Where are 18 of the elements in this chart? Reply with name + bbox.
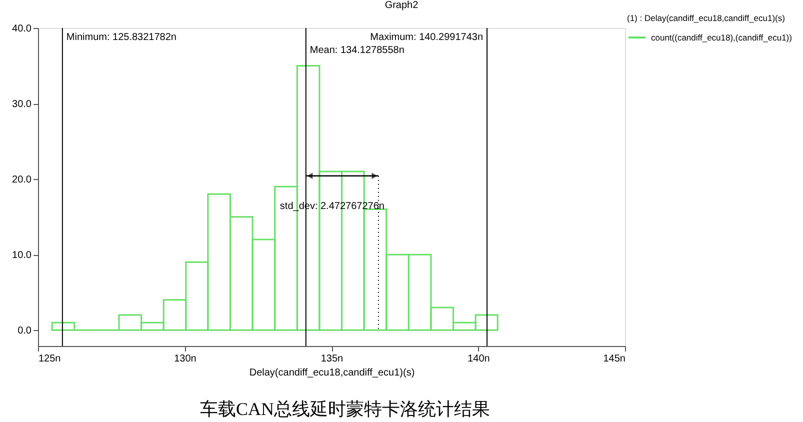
x-tick-label: 125n (38, 354, 61, 364)
text: 车载CAN总线延时蒙特卡洛统计结果 (200, 399, 490, 419)
legend-title: (1) : Delay(candiff_ecu18,candiff_ecu1)(s) (627, 13, 786, 23)
y-tick-label: 40.0 (12, 24, 32, 34)
x-axis-title: Delay(candiff_ecu18,candiff_ecu1)(s) (249, 368, 415, 378)
y-tick-label: 20.0 (12, 174, 32, 186)
y-tick-label: 0.0 (18, 326, 32, 337)
ref-line-label: Minimum: 125.8321782n (66, 32, 177, 43)
ref-line-label: Mean: 134.1278558n (310, 45, 404, 56)
x-tick-label: 135n (320, 354, 344, 364)
legend-label: count((candiff_ecu18),(candiff_ecu1)) (651, 32, 792, 42)
y-tick-label: 30.0 (12, 99, 32, 110)
x-tick-label: 145n (603, 354, 626, 364)
ref-line-label: Maximum: 140.2991743n (370, 32, 484, 43)
y-tick-label: 10.0 (12, 250, 32, 262)
chart-title: Graph2 (384, 0, 419, 11)
x-tick-label: 140n (468, 354, 490, 364)
x-tick-label: 130n (174, 354, 196, 364)
